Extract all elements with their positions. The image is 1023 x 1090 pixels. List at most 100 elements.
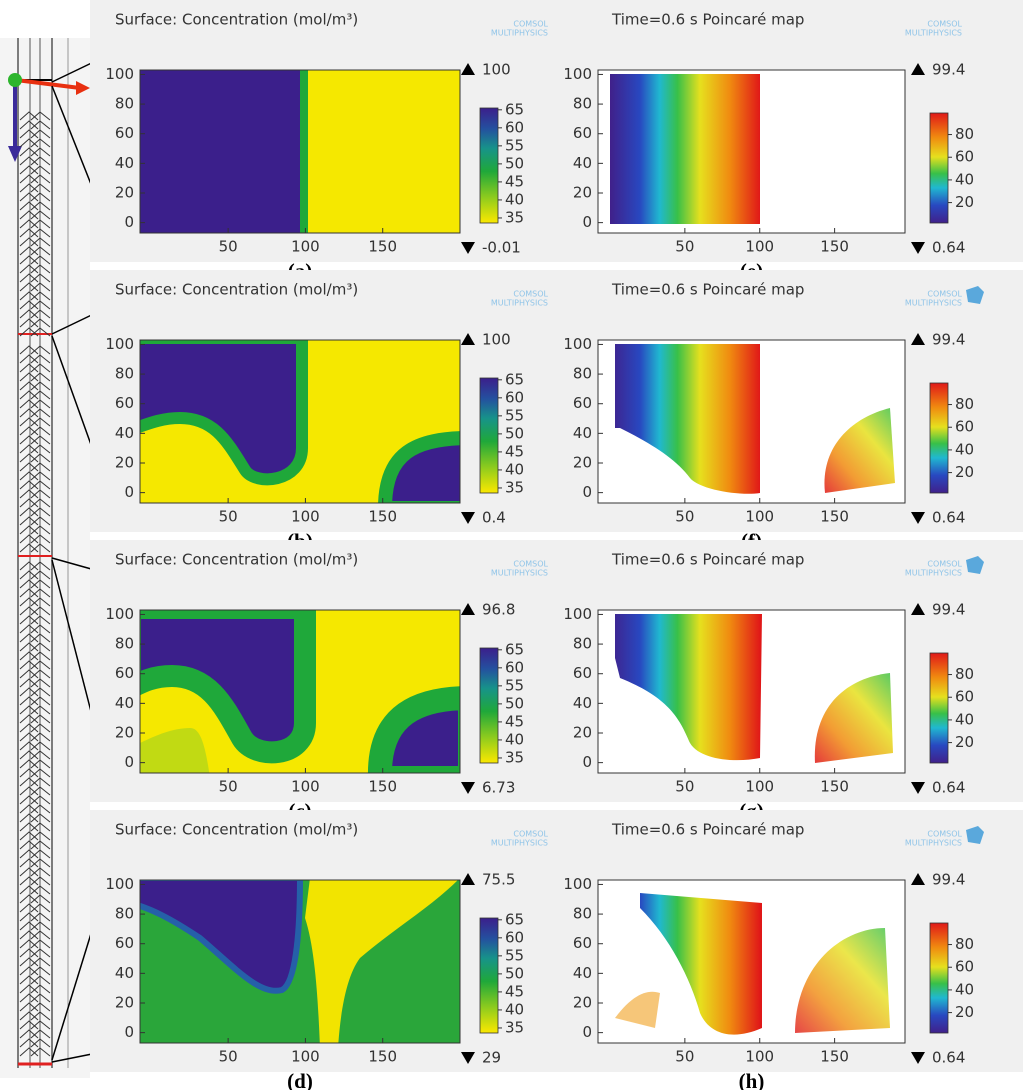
min-marker [911,1052,925,1064]
colorbar [479,107,499,224]
chevron [19,840,39,850]
x-tick-label: 100 [291,778,320,796]
chevron [19,975,39,985]
chevron [30,120,51,130]
max-marker [461,333,475,345]
colorbar-tick-label: 65 [505,100,524,118]
x-tick-label: 150 [820,1048,849,1066]
chevron [19,876,39,886]
chevron [19,543,39,553]
chevron [30,525,51,535]
chevron [19,984,39,994]
chevron [30,597,51,607]
plot-frame [597,609,906,774]
chevron [19,444,39,454]
chevron [19,453,39,463]
chevron [19,174,39,184]
chevron [30,714,51,724]
x-tick-label: 50 [675,508,694,526]
logo-icon [966,286,984,304]
y-tick-label: 20 [573,183,592,201]
y-tick-label: 40 [573,424,592,442]
chevron [19,930,39,940]
chevron [19,534,39,544]
x-tick-label: 50 [219,508,238,526]
chevron [19,831,39,841]
chevron [19,597,39,607]
y-tick-label: 0 [582,483,592,501]
panel: 50 100 150 0 20 40 60 80 100 Surface: Concentrati… [90,270,560,553]
y-tick-label: 100 [563,605,592,623]
panel: 50 100 150 0 20 40 60 80 100 Time=0.6 s Poincaré … [560,810,1023,1090]
chevron [30,354,51,364]
chevron [30,273,51,283]
chevron [19,129,39,139]
x-tick-label: 50 [219,778,238,796]
chevron [19,390,39,400]
chevron [30,246,51,256]
channel-diagram [0,38,111,1078]
chevron [30,399,51,409]
chevron [19,957,39,967]
x-tick-label: 50 [219,1048,238,1066]
chevron [30,345,51,355]
chevron [30,111,51,121]
chevron [19,579,39,589]
chevron [30,750,51,760]
logo: COMSOL [927,290,962,299]
y-tick-label: 100 [105,605,134,623]
chevron [30,759,51,769]
region [378,431,460,503]
chevron [19,894,39,904]
region [305,880,458,1043]
chevron [30,480,51,490]
chevron [19,606,39,616]
chevron [19,669,39,679]
region [795,928,890,1033]
chevron [19,210,39,220]
chevron [19,111,39,121]
x-tick-label: 100 [291,1048,320,1066]
y-tick-label: 40 [115,424,134,442]
chevron [19,435,39,445]
chevron [19,687,39,697]
chevron [30,633,51,643]
chevron [19,462,39,472]
y-tick-label: 100 [563,65,592,83]
x-tick-label: 150 [368,508,397,526]
chevron [30,804,51,814]
chevron [30,588,51,598]
y-tick-label: 80 [115,95,134,113]
colorbar-tick-label: 35 [505,1018,524,1036]
plot-frame [139,609,461,774]
max-label: 99.4 [932,331,965,349]
chevron [30,696,51,706]
x-tick-label: 100 [291,508,320,526]
chevron [30,939,51,949]
min-label: 0.64 [932,1049,965,1067]
y-tick-label: 20 [115,183,134,201]
y-tick-label: 20 [573,993,592,1011]
chevron [19,318,39,328]
chevron [30,309,51,319]
max-marker [461,63,475,75]
x-tick-label: 100 [745,238,774,256]
logo: MULTIPHYSICS [491,569,548,578]
logo: MULTIPHYSICS [491,839,548,848]
chevron [19,993,39,1003]
chevron [19,219,39,229]
chevron [30,948,51,958]
y-tick-label: 100 [563,335,592,353]
y-tick-label: 80 [573,635,592,653]
chevron [19,759,39,769]
y-tick-label: 60 [115,394,134,412]
y-tick-label: 20 [115,723,134,741]
chart-title: Surface: Concentration (mol/m³) [115,11,358,29]
chevron [30,1029,51,1039]
chevron [30,651,51,661]
max-marker [911,873,925,885]
chart-title: Time=0.6 s Poincaré map [611,281,804,299]
plot-content [140,70,460,233]
chevron [30,390,51,400]
max-label: 96.8 [482,601,515,619]
